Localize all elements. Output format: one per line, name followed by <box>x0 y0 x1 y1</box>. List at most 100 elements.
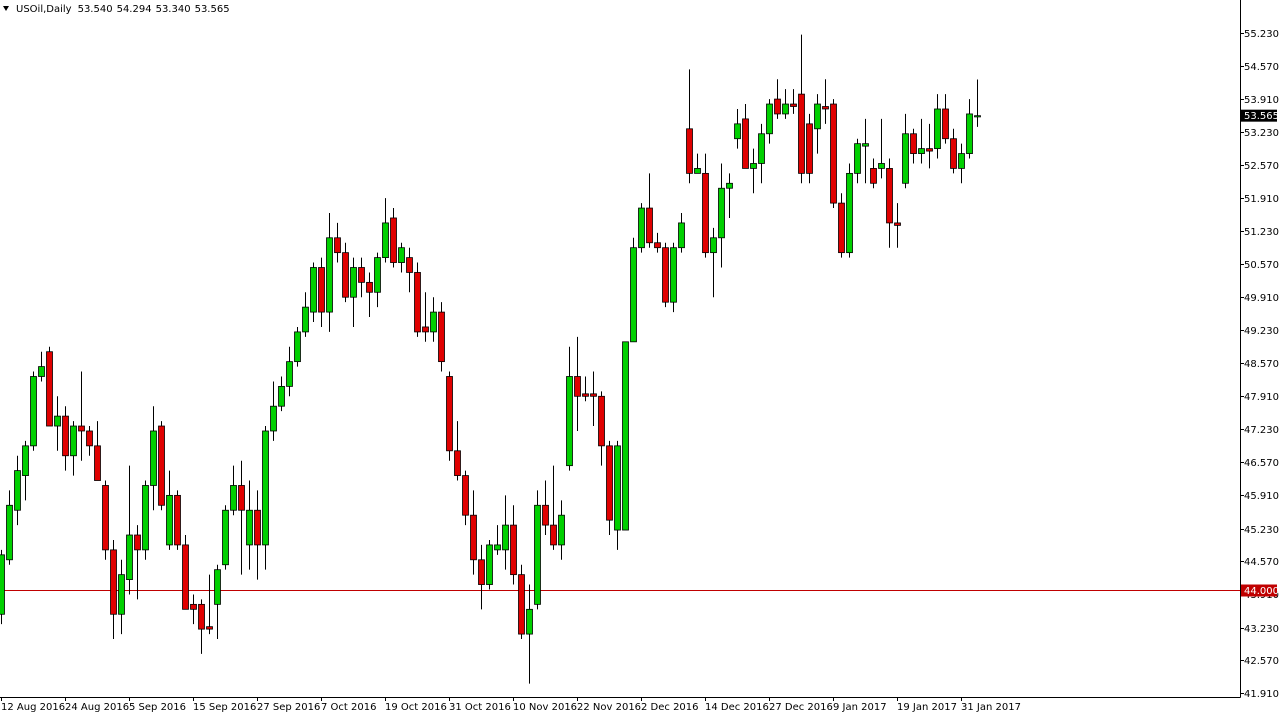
candle-body <box>814 103 821 130</box>
candle-body <box>278 385 285 407</box>
y-tick-label: 52.570 <box>1244 161 1279 172</box>
candle-body <box>734 123 741 140</box>
x-tick-label: 27 Sep 2016 <box>257 702 320 713</box>
ohlc-open: 53.540 <box>78 4 113 15</box>
candle-body <box>542 504 549 526</box>
candle-body <box>182 544 189 610</box>
x-tick-label: 9 Jan 2017 <box>833 702 887 713</box>
candle-body <box>774 98 781 115</box>
candle-body <box>254 509 261 546</box>
hline-label: 44.000 <box>1244 586 1279 597</box>
candle-body <box>494 544 501 551</box>
x-tick-label: 5 Sep 2016 <box>129 702 186 713</box>
candle-body <box>46 351 53 427</box>
candle-body <box>726 182 733 189</box>
candle-body <box>526 608 533 635</box>
candle-body <box>846 172 853 254</box>
candle-body <box>190 603 197 610</box>
candle-body <box>590 393 597 397</box>
candle-body <box>342 252 349 298</box>
candle-body <box>390 217 397 263</box>
y-tick-label: 49.910 <box>1244 293 1279 304</box>
candle-body <box>374 257 381 293</box>
candle-body <box>798 93 805 174</box>
candle-body <box>790 103 797 107</box>
x-tick-label: 19 Oct 2016 <box>385 702 447 713</box>
candle-body <box>502 524 509 551</box>
candle-body <box>718 187 725 239</box>
candle-body <box>670 247 677 303</box>
x-tick-label: 22 Nov 2016 <box>577 702 641 713</box>
candle-body <box>246 509 253 546</box>
candle-body <box>582 393 589 397</box>
y-tick-label: 53.910 <box>1244 95 1279 106</box>
candle-body <box>678 222 685 249</box>
candle-body <box>830 103 837 204</box>
candle-body <box>326 237 333 313</box>
y-tick-label: 48.570 <box>1244 359 1279 370</box>
hline-tag <box>1241 584 1277 597</box>
candle-body <box>142 485 149 551</box>
candle-body <box>662 247 669 303</box>
symbol: USOil,Daily <box>16 4 72 15</box>
current-price-label: 53.565 <box>1244 111 1279 122</box>
candle-body <box>870 168 877 184</box>
candle-body <box>430 311 437 333</box>
candle-body <box>622 341 629 531</box>
candle-body <box>614 445 621 531</box>
candle-body <box>310 267 317 313</box>
x-tick-label: 12 Aug 2016 <box>1 702 65 713</box>
ohlc-high: 54.294 <box>117 4 152 15</box>
candle-body <box>270 405 277 432</box>
candle-body <box>134 534 141 551</box>
candle-body <box>862 143 869 147</box>
ohlc-close: 53.565 <box>195 4 230 15</box>
candle-body <box>230 485 237 511</box>
y-tick-label: 46.570 <box>1244 458 1279 469</box>
menu-arrow[interactable] <box>3 6 9 11</box>
x-tick-label: 24 Aug 2016 <box>65 702 129 713</box>
candle-body <box>86 430 93 447</box>
candle-body <box>910 133 917 154</box>
candle-body <box>78 425 85 432</box>
x-tick-label: 10 Nov 2016 <box>513 702 577 713</box>
y-tick-label: 53.230 <box>1244 128 1279 139</box>
candle-body <box>470 514 477 561</box>
y-tick-label: 43.230 <box>1244 624 1279 635</box>
candle-body <box>486 544 493 585</box>
candle-body <box>534 504 541 605</box>
y-tick-label: 51.910 <box>1244 194 1279 205</box>
x-tick-label: 19 Jan 2017 <box>897 702 957 713</box>
candle-body <box>102 485 109 551</box>
x-tick-label: 15 Sep 2016 <box>193 702 256 713</box>
candle-body <box>750 163 757 169</box>
candle-body <box>0 554 5 615</box>
candle-body <box>766 103 773 135</box>
candle-body <box>518 574 525 635</box>
candle-body <box>22 445 29 476</box>
candle-body <box>6 504 13 561</box>
candle-body <box>478 559 485 585</box>
candle-body <box>222 509 229 566</box>
candle-body <box>446 376 453 452</box>
candle-body <box>654 242 661 249</box>
candle-body <box>54 415 61 427</box>
candle-body <box>638 207 645 249</box>
candle-body <box>334 237 341 254</box>
candle-body <box>126 534 133 580</box>
candle-body <box>398 247 405 263</box>
candle-body <box>166 494 173 546</box>
candle-body <box>422 326 429 333</box>
candle-body <box>262 430 269 546</box>
x-tick-label: 31 Jan 2017 <box>961 702 1021 713</box>
candle-body <box>926 148 933 152</box>
candle-body <box>950 138 957 169</box>
candle-body <box>550 524 557 546</box>
candle-body <box>62 415 69 457</box>
candle-body <box>630 247 637 343</box>
candle-body <box>286 361 293 387</box>
y-tick-label: 54.570 <box>1244 62 1279 73</box>
